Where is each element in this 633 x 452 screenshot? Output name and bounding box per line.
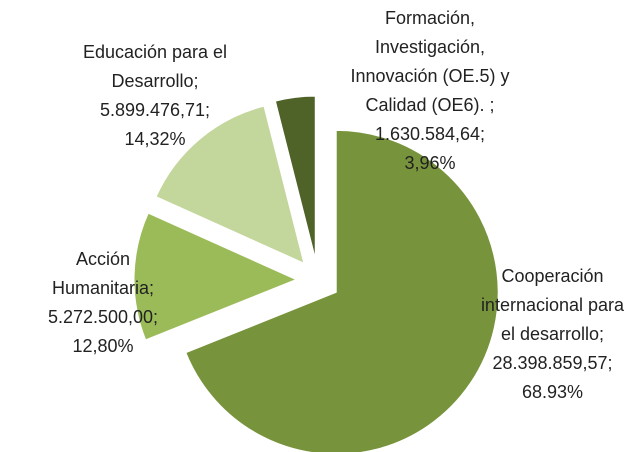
percent-label: 68.93% [521,382,584,402]
percent-label: 14,32% [124,129,186,149]
slice-label: Cooperación internacional para el desarr… [475,262,630,407]
slice-label: Acción Humanitaria; 5.272.500,00; 12,80% [28,245,178,361]
category: Cooperación internacional para el desarr… [480,266,625,344]
value-label: 1.630.584,64; [374,124,486,144]
category: Educación para el Desarrollo; [82,42,228,91]
pie-slice [155,105,305,265]
pie-slice [133,212,298,341]
pie-slice [274,95,316,259]
percent-label: 12,80% [72,336,134,356]
value-label: 5.272.500,00; [47,307,159,327]
category: Acción Humanitaria; [51,249,155,298]
pie-slice [185,129,499,452]
value-label: 5.899.476,71; [99,100,211,120]
category: Formación, Investigación, Innovación (OE… [350,8,510,115]
value-label: 28.398.859,57; [492,353,613,373]
slice-label: Educación para el Desarrollo; 5.899.476,… [45,38,265,154]
slice-label: Formación, Investigación, Innovación (OE… [330,4,530,178]
percent-label: 3,96% [404,153,456,173]
